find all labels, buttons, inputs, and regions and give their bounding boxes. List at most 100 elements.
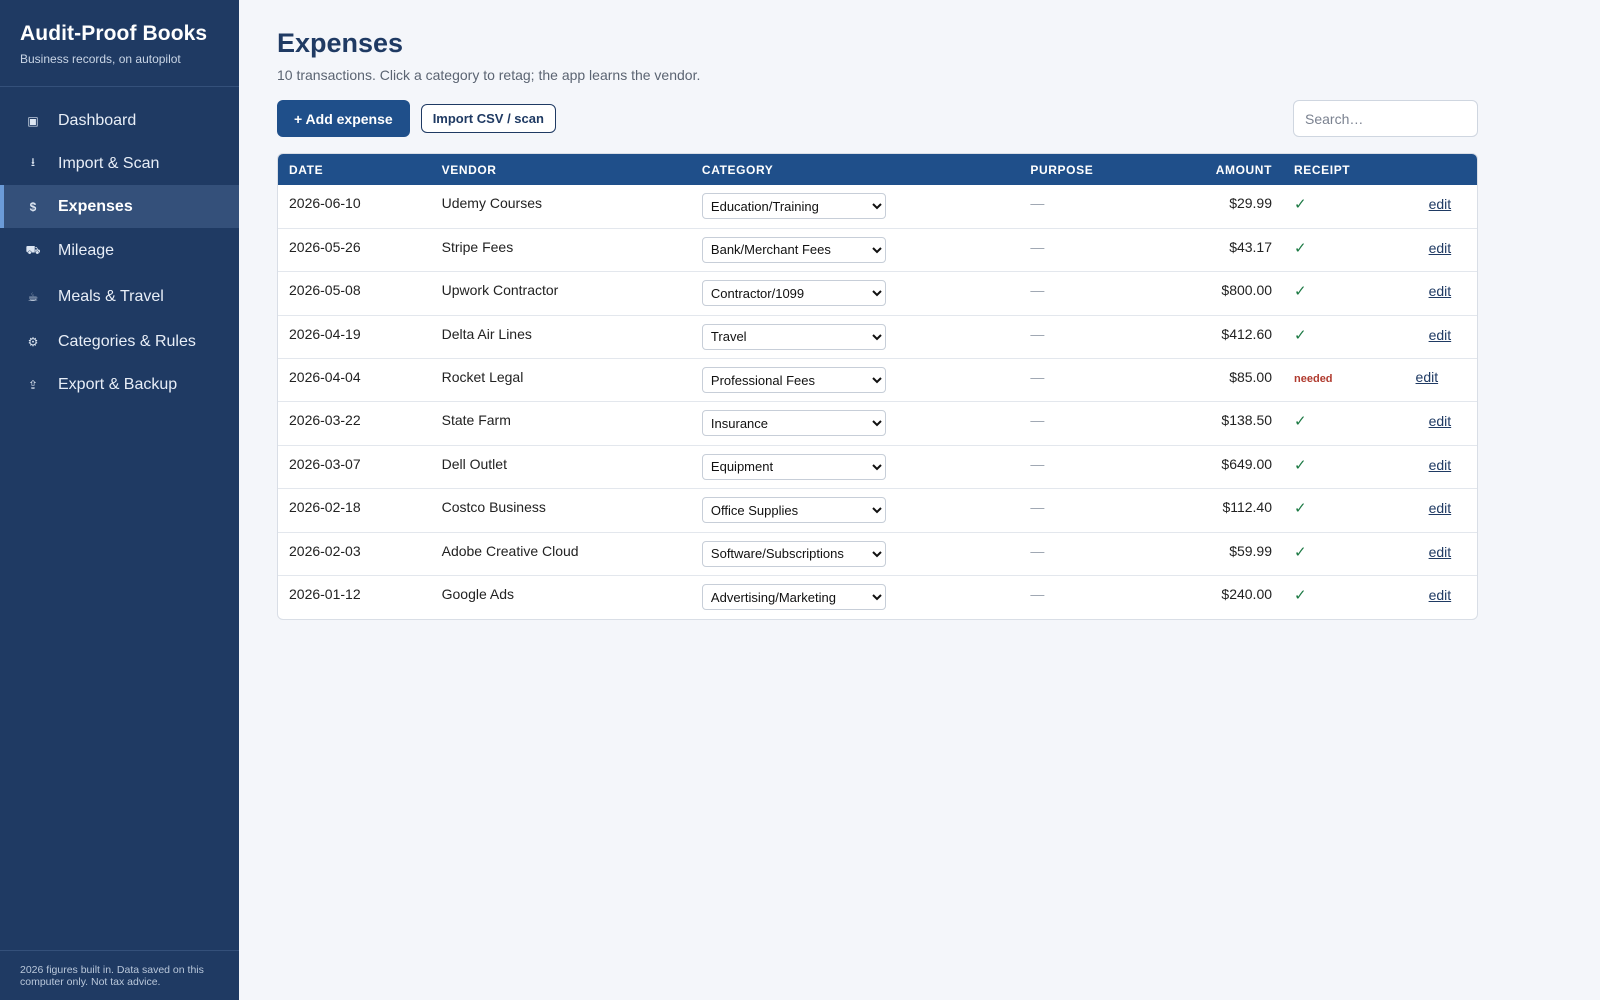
vendor-cell: Dell Outlet: [430, 445, 691, 490]
receipt-cell: ✓ edit: [1283, 488, 1477, 533]
edit-link[interactable]: edit: [1428, 413, 1452, 430]
header-purpose[interactable]: PURPOSE: [1030, 162, 1094, 177]
sidebar-item-label: Export & Backup: [58, 375, 178, 393]
date-cell: 2026-06-10: [278, 185, 431, 229]
header-receipt[interactable]: RECEIPT: [1294, 162, 1351, 177]
amount-cell: $85.00: [1150, 358, 1284, 403]
sidebar-item-label: Import & Scan: [58, 154, 160, 172]
category-select[interactable]: Office Supplies: [701, 497, 886, 524]
amount-cell: $412.60: [1150, 315, 1284, 360]
sidebar-item-label: Mileage: [58, 242, 115, 259]
category-select[interactable]: Contractor/1099: [701, 280, 886, 307]
search-input[interactable]: [1293, 100, 1478, 137]
purpose-empty: —: [1030, 369, 1045, 386]
receipt-check-icon: ✓: [1294, 587, 1307, 605]
purpose-empty: —: [1030, 586, 1045, 603]
export-icon: ⇪: [27, 377, 39, 392]
amount-cell: $43.17: [1150, 228, 1284, 273]
sidebar-item-label: Dashboard: [58, 111, 137, 129]
receipt-cell: ✓ edit: [1283, 228, 1477, 273]
edit-link[interactable]: edit: [1428, 196, 1452, 212]
edit-link[interactable]: edit: [1428, 500, 1452, 517]
date-cell: 2026-05-08: [278, 271, 431, 316]
sidebar-item-expenses[interactable]: $ Expenses: [0, 185, 239, 228]
category-cell: Bank/Merchant Fees: [690, 228, 1020, 273]
vendor-cell: Delta Air Lines: [430, 315, 691, 360]
edit-link[interactable]: edit: [1428, 326, 1452, 343]
amount-cell: $240.00: [1221, 586, 1273, 603]
expenses-table: DATE VENDOR CATEGORY PURPOSE AMOUNT RECE…: [277, 153, 1478, 620]
vendor-cell: Rocket Legal: [430, 358, 691, 403]
sidebar-item-label: Categories & Rules: [58, 332, 196, 350]
table-row: 2026-03-07 Dell Outlet Equipment — $649.00 ✓ e…: [278, 445, 1477, 490]
receipt-needed-badge: needed: [1294, 373, 1333, 386]
vendor-cell: Udemy Courses: [430, 185, 691, 229]
sidebar-item-import-scan[interactable]: ⭳ Import & Scan: [0, 142, 239, 185]
truck-icon: ⛟: [25, 243, 41, 257]
edit-link[interactable]: edit: [1428, 456, 1452, 473]
sidebar-item-categories-rules[interactable]: ⚙ Categories & Rules: [0, 320, 239, 363]
table-row: 2026-02-18 Costco Business Office Supplies…: [278, 488, 1477, 533]
receipt-check-icon: ✓: [1294, 239, 1307, 257]
category-select[interactable]: Equipment: [701, 453, 886, 480]
page-subtitle: 10 transactions. Click a category to ret…: [277, 67, 701, 83]
table-row: 2026-03-22 State Farm Insurance — $138.50 ✓ ed…: [278, 401, 1477, 446]
category-cell: Professional Fees: [690, 358, 1020, 403]
purpose-cell: —: [1019, 532, 1151, 577]
sidebar-item-meals-travel[interactable]: ☕ Meals & Travel: [0, 274, 239, 320]
header-vendor[interactable]: VENDOR: [441, 162, 497, 177]
add-expense-button[interactable]: + Add expense: [277, 100, 410, 137]
purpose-cell: —: [1019, 445, 1151, 490]
date-cell: 2026-02-03: [278, 532, 431, 577]
edit-link[interactable]: edit: [1428, 283, 1452, 300]
sidebar-item-dashboard[interactable]: ▣ Dashboard: [0, 99, 239, 142]
category-cell: Advertising/Marketing: [691, 576, 1020, 619]
table-header-row: DATE VENDOR CATEGORY PURPOSE AMOUNT RECE…: [278, 154, 1477, 185]
purpose-empty: —: [1030, 542, 1045, 559]
category-select[interactable]: Software/Subscriptions: [701, 540, 886, 567]
date-cell: 2026-03-07: [278, 445, 431, 490]
purpose-cell: —: [1019, 488, 1151, 533]
receipt-cell: needed edit: [1283, 358, 1477, 403]
sidebar-item-export-backup[interactable]: ⇪ Export & Backup: [0, 363, 239, 406]
purpose-empty: —: [1030, 455, 1045, 472]
date-cell: 2026-01-12: [289, 586, 361, 603]
category-select[interactable]: Bank/Merchant Fees: [701, 236, 886, 263]
edit-link[interactable]: edit: [1415, 369, 1439, 386]
sidebar-item-mileage[interactable]: ⛟ Mileage: [0, 228, 239, 274]
vendor-cell: Adobe Creative Cloud: [430, 532, 691, 577]
category-select[interactable]: Travel: [701, 323, 886, 350]
date-cell: 2026-03-22: [278, 401, 431, 446]
receipt-check-icon: ✓: [1294, 543, 1307, 561]
category-cell: Education/Training: [690, 185, 1020, 229]
header-date[interactable]: DATE: [289, 162, 324, 177]
page-title: Expenses: [277, 28, 404, 58]
vendor-cell: Stripe Fees: [430, 228, 691, 273]
dashboard-icon: ▣: [27, 113, 39, 128]
edit-link[interactable]: edit: [1428, 239, 1452, 256]
purpose-cell: —: [1019, 271, 1151, 316]
receipt-cell: ✓ edit: [1283, 185, 1477, 229]
import-csv-button[interactable]: Import CSV / scan: [420, 104, 556, 133]
header-amount[interactable]: AMOUNT: [1215, 162, 1273, 177]
edit-link[interactable]: edit: [1428, 543, 1452, 560]
receipt-check-icon: ✓: [1294, 283, 1307, 301]
sidebar-footer: 2026 figures built in. Data saved on thi…: [0, 950, 239, 1000]
category-select[interactable]: Insurance: [701, 410, 886, 437]
category-select[interactable]: Professional Fees: [701, 367, 886, 394]
purpose-cell: —: [1019, 185, 1151, 229]
amount-cell: $112.40: [1150, 488, 1284, 533]
edit-link[interactable]: edit: [1428, 587, 1452, 604]
coffee-icon: ☕: [27, 290, 39, 304]
category-select[interactable]: Education/Training: [701, 193, 886, 219]
amount-cell: $800.00: [1150, 271, 1284, 316]
amount-cell: $138.50: [1150, 401, 1284, 446]
table-row: 2026-04-04 Rocket Legal Professional Fees —…: [278, 358, 1477, 403]
category-select[interactable]: Advertising/Marketing: [701, 584, 886, 611]
table-row: 2026-05-26 Stripe Fees Bank/Merchant Fees —…: [278, 228, 1477, 273]
app-subtitle: Business records, on autopilot: [20, 52, 181, 66]
header-category[interactable]: CATEGORY: [701, 162, 774, 177]
table-row: 2026-02-03 Adobe Creative Cloud Software/S…: [278, 532, 1477, 577]
category-cell: Equipment: [690, 445, 1020, 490]
gear-icon: ⚙: [27, 334, 39, 349]
